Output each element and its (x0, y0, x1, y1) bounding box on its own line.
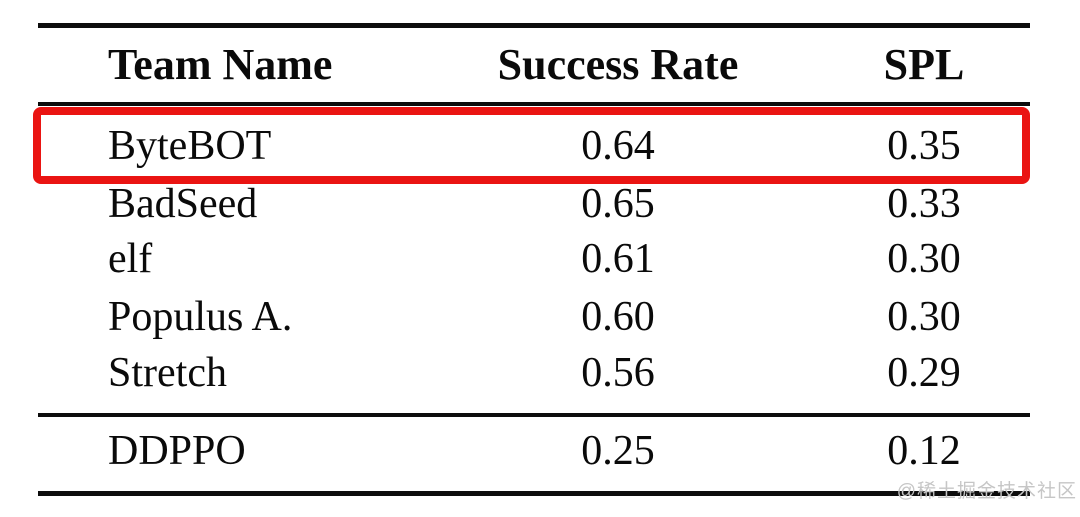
team-name-cell: ByteBOT (108, 123, 272, 169)
table-bottom-rule (38, 491, 1030, 496)
spl-cell: 0.30 (887, 236, 961, 282)
success-rate-cell: 0.64 (581, 123, 655, 169)
table-baseline-separator-rule (38, 413, 1030, 417)
spl-cell: 0.30 (887, 294, 961, 340)
table-header-row: Team Name Success Rate SPL (38, 37, 1030, 93)
success-rate-cell: 0.65 (581, 181, 655, 227)
table-row-ddppo-baseline: DDPPO 0.25 0.12 (38, 423, 1030, 479)
table-top-rule (38, 23, 1030, 28)
spl-cell: 0.29 (887, 350, 961, 396)
spl-cell: 0.35 (887, 123, 961, 169)
team-name-cell: elf (108, 236, 153, 282)
table-row-elf: elf 0.61 0.30 (38, 231, 1030, 287)
table-row-badseed: BadSeed 0.65 0.33 (38, 176, 1030, 232)
team-name-cell: Stretch (108, 350, 227, 396)
column-header-success-rate: Success Rate (497, 40, 739, 89)
team-name-cell: Populus A. (108, 294, 293, 340)
column-header-team-name: Team Name (108, 40, 333, 89)
team-name-cell: DDPPO (108, 428, 246, 474)
spl-cell: 0.33 (887, 181, 961, 227)
success-rate-cell: 0.25 (581, 428, 655, 474)
success-rate-cell: 0.56 (581, 350, 655, 396)
success-rate-cell: 0.61 (581, 236, 655, 282)
team-name-cell: BadSeed (108, 181, 258, 227)
spl-cell: 0.12 (887, 428, 961, 474)
table-row-bytebot: ByteBOT 0.64 0.35 (38, 118, 1030, 174)
table-row-populus-a: Populus A. 0.60 0.30 (38, 289, 1030, 345)
success-rate-cell: 0.60 (581, 294, 655, 340)
table-header-rule (38, 102, 1030, 106)
watermark: @稀土掘金技术社区 (896, 481, 1077, 502)
table-row-stretch: Stretch 0.56 0.29 (38, 345, 1030, 401)
column-header-spl: SPL (883, 40, 965, 89)
